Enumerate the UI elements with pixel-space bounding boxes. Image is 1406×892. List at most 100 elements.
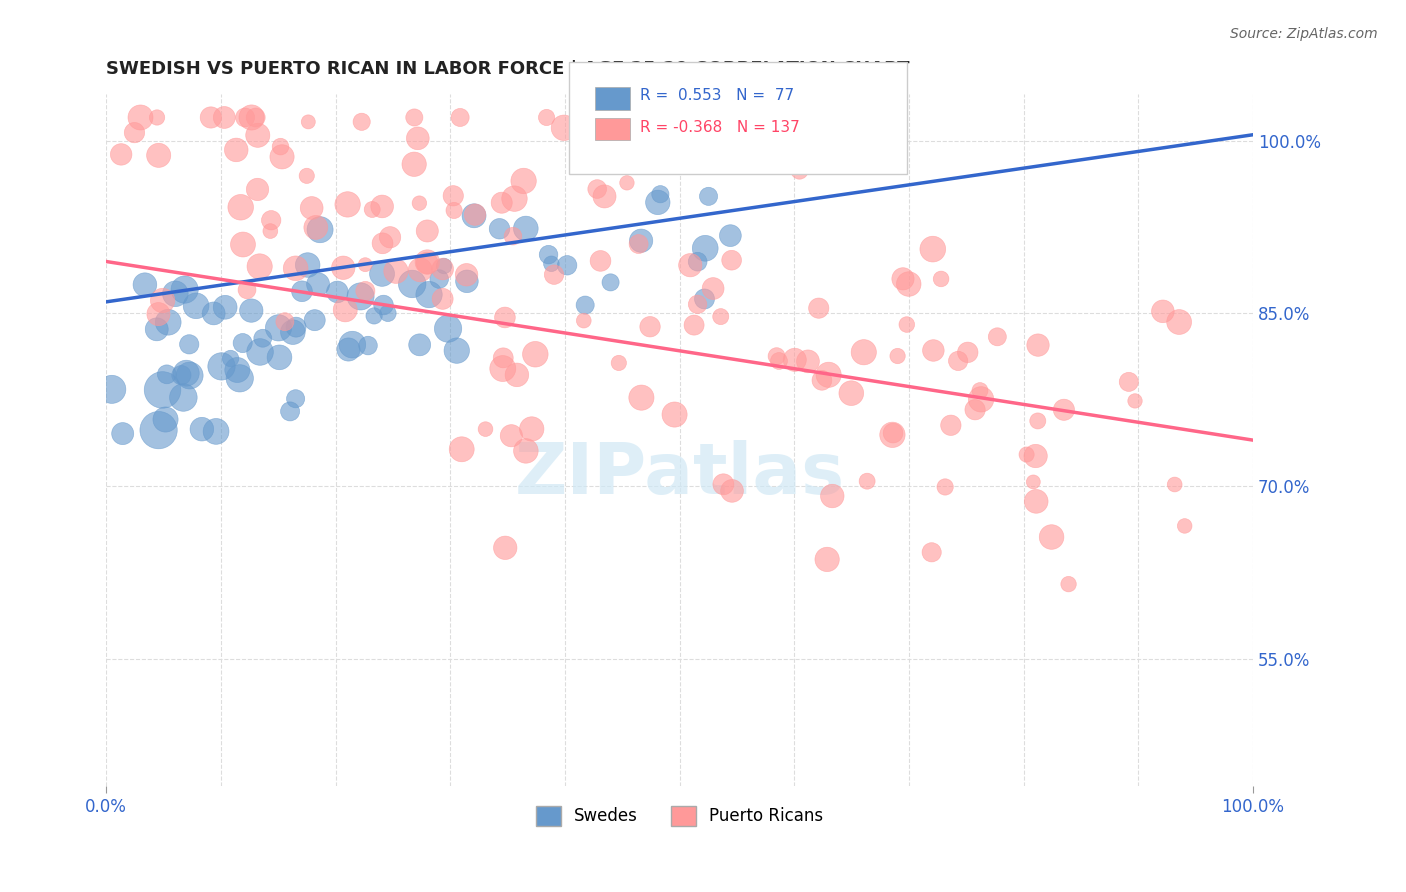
Point — [245, 111, 267, 125]
Point — [229, 200, 252, 214]
Text: SWEDISH VS PUERTO RICAN IN LABOR FORCE | AGE 25-29 CORRELATION CHART: SWEDISH VS PUERTO RICAN IN LABOR FORCE |… — [107, 60, 910, 78]
Point — [807, 301, 830, 315]
Point — [821, 489, 844, 503]
Point — [922, 343, 945, 358]
Point — [503, 192, 526, 206]
Point — [1053, 402, 1076, 417]
Point — [1025, 494, 1047, 508]
Point — [179, 368, 201, 383]
Legend: Swedes, Puerto Ricans: Swedes, Puerto Ricans — [529, 799, 830, 833]
Point — [446, 343, 468, 358]
Point — [284, 392, 307, 406]
Point — [437, 321, 460, 335]
Point — [456, 274, 478, 288]
Point — [693, 292, 716, 306]
Point — [336, 197, 359, 211]
Point — [246, 128, 269, 143]
Point — [553, 120, 575, 135]
Point — [706, 156, 728, 170]
Point — [697, 189, 720, 203]
Point — [297, 115, 319, 129]
Point — [1015, 448, 1038, 462]
Point — [679, 258, 702, 272]
Point — [291, 285, 314, 299]
Point — [232, 336, 254, 351]
Point — [1168, 315, 1191, 329]
Point — [211, 359, 233, 374]
Point — [630, 391, 652, 405]
Point — [515, 221, 537, 235]
Point — [354, 284, 377, 298]
Point — [934, 480, 956, 494]
Point — [416, 256, 439, 270]
Point — [404, 111, 426, 125]
Point — [956, 345, 979, 359]
Point — [404, 157, 426, 171]
Point — [377, 306, 399, 320]
Point — [882, 426, 904, 441]
Point — [443, 203, 465, 218]
Point — [627, 237, 650, 252]
Point — [274, 315, 297, 329]
Point — [589, 254, 612, 268]
Point — [882, 427, 904, 442]
Point — [371, 267, 394, 281]
Point — [986, 330, 1008, 344]
Point — [350, 115, 373, 129]
Point — [720, 253, 742, 268]
Point — [543, 268, 565, 282]
Point — [515, 443, 537, 458]
Point — [409, 263, 432, 277]
Point — [856, 474, 879, 488]
Point — [406, 131, 429, 145]
Point — [226, 363, 249, 377]
Point — [686, 254, 709, 268]
Text: ZIPatlas: ZIPatlas — [515, 440, 845, 509]
Point — [599, 276, 621, 290]
Point — [537, 247, 560, 261]
Point — [886, 349, 908, 363]
Point — [711, 477, 734, 491]
Point — [110, 147, 132, 161]
Point — [494, 310, 516, 325]
Text: Source: ZipAtlas.com: Source: ZipAtlas.com — [1230, 27, 1378, 41]
Point — [284, 261, 307, 276]
Point — [702, 281, 724, 295]
Point — [1040, 530, 1063, 544]
Point — [647, 195, 669, 210]
Point — [969, 384, 991, 398]
Point — [432, 292, 454, 306]
Point — [357, 338, 380, 352]
Point — [524, 347, 547, 361]
Point — [765, 349, 787, 363]
Point — [326, 285, 349, 299]
Point — [574, 298, 596, 312]
Point — [385, 264, 408, 278]
Point — [152, 293, 174, 308]
Point — [252, 331, 274, 345]
Point — [450, 442, 472, 457]
Point — [148, 423, 170, 437]
Point — [205, 425, 228, 439]
Point — [155, 412, 177, 426]
Point — [839, 386, 862, 401]
Point — [494, 541, 516, 555]
Point — [441, 188, 464, 202]
Point — [650, 187, 672, 202]
Point — [572, 313, 595, 327]
Point — [1022, 475, 1045, 489]
Point — [354, 258, 377, 272]
Point — [342, 337, 364, 351]
Point — [502, 229, 524, 244]
Point — [456, 268, 478, 282]
Point — [285, 320, 308, 334]
Point — [710, 310, 733, 324]
Point — [432, 262, 454, 277]
Point — [361, 202, 384, 217]
Point — [1025, 449, 1047, 463]
Point — [686, 297, 709, 311]
Point — [363, 309, 385, 323]
Point — [418, 287, 440, 301]
Point — [408, 338, 430, 352]
Point — [939, 418, 962, 433]
